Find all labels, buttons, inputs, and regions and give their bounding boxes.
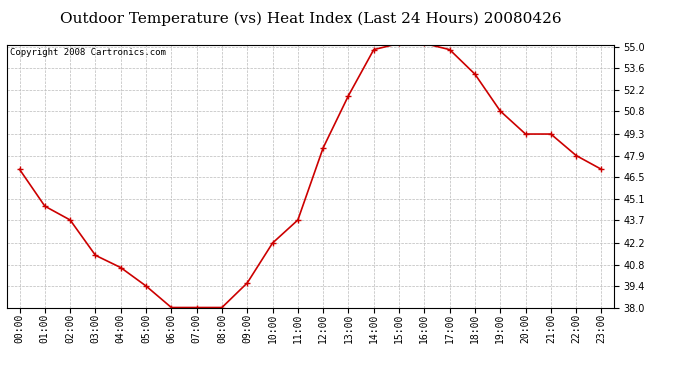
Text: Copyright 2008 Cartronics.com: Copyright 2008 Cartronics.com: [10, 48, 166, 57]
Text: Outdoor Temperature (vs) Heat Index (Last 24 Hours) 20080426: Outdoor Temperature (vs) Heat Index (Las…: [60, 11, 561, 26]
